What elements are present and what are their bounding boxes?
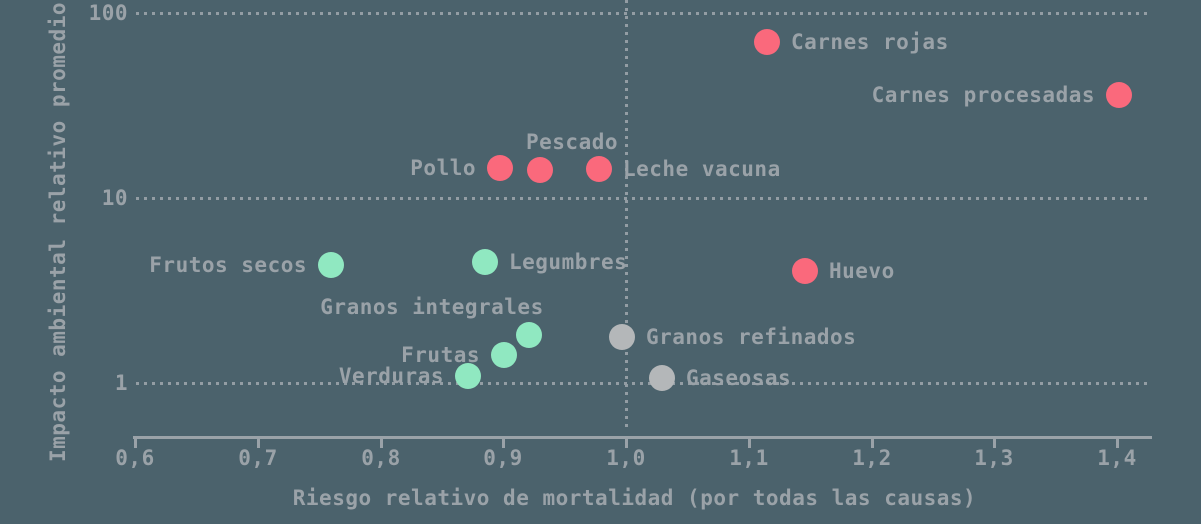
point-label-carnes-procesadas: Carnes procesadas <box>871 83 1095 107</box>
point-label-granos-integrales: Granos integrales <box>320 295 544 319</box>
x-tick-label-1,2: 1,2 <box>852 446 892 470</box>
point-label-verduras: Verduras <box>338 364 444 388</box>
point-label-frutos-secos: Frutos secos <box>149 253 307 277</box>
point-label-pescado: Pescado <box>525 130 619 154</box>
y-tick-label-10: 10 <box>101 186 128 210</box>
x-axis-line <box>133 436 1152 439</box>
x-tick-label-0,9: 0,9 <box>483 446 523 470</box>
point-huevo <box>792 258 818 284</box>
point-pescado <box>527 157 553 183</box>
x-tick-label-1,3: 1,3 <box>974 446 1014 470</box>
point-pollo <box>487 155 513 181</box>
x-tick-label-1,1: 1,1 <box>729 446 769 470</box>
x-tick-mark-0,9 <box>502 436 505 448</box>
point-label-leche-vacuna: Leche vacuna <box>623 157 781 181</box>
gridline-y-1 <box>136 382 1152 385</box>
point-verduras <box>455 363 481 389</box>
point-label-pollo: Pollo <box>410 156 476 180</box>
x-tick-mark-0,6 <box>134 436 137 448</box>
point-carnes-rojas <box>754 29 780 55</box>
x-tick-mark-1,3 <box>993 436 996 448</box>
gridline-y-100 <box>136 12 1152 15</box>
x-tick-mark-1,1 <box>748 436 751 448</box>
y-tick-label-100: 100 <box>88 1 128 25</box>
y-tick-label-1: 1 <box>114 371 128 395</box>
point-frutos-secos <box>318 252 344 278</box>
x-tick-label-0,6: 0,6 <box>115 446 155 470</box>
x-axis-title: Riesgo relativo de mortalidad (por todas… <box>292 486 977 510</box>
x-tick-label-0,7: 0,7 <box>238 446 278 470</box>
point-gaseosas <box>649 365 675 391</box>
point-legumbres <box>472 249 498 275</box>
point-carnes-procesadas <box>1106 82 1132 108</box>
x-tick-mark-1,2 <box>871 436 874 448</box>
point-label-gaseosas: Gaseosas <box>686 366 792 390</box>
point-label-granos-refinados: Granos refinados <box>646 325 857 349</box>
x-tick-label-1,4: 1,4 <box>1097 446 1137 470</box>
x-tick-mark-0,7 <box>257 436 260 448</box>
point-granos-integrales <box>516 322 542 348</box>
gridline-y-10 <box>136 197 1152 200</box>
x-tick-mark-0,8 <box>380 436 383 448</box>
point-label-huevo: Huevo <box>829 259 895 283</box>
point-label-carnes-rojas: Carnes rojas <box>791 30 949 54</box>
x-tick-label-1,0: 1,0 <box>606 446 646 470</box>
point-label-legumbres: Legumbres <box>509 250 628 274</box>
point-leche-vacuna <box>586 156 612 182</box>
x-tick-mark-1,4 <box>1116 436 1119 448</box>
x-tick-mark-1,0 <box>625 436 628 448</box>
point-frutas <box>491 342 517 368</box>
reference-line-x1 <box>625 0 628 432</box>
point-granos-refinados <box>609 324 635 350</box>
x-tick-label-0,8: 0,8 <box>361 446 401 470</box>
